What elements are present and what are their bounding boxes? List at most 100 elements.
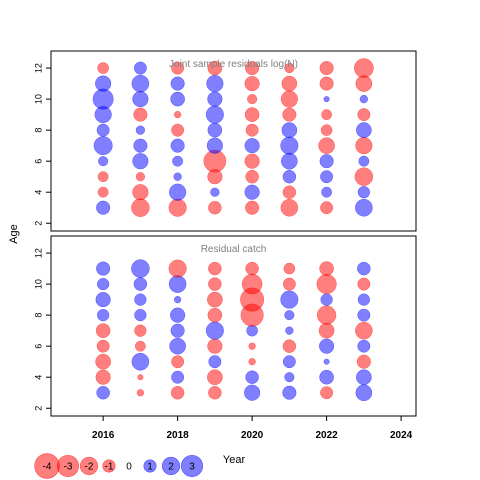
residual-bubble — [98, 156, 109, 167]
residual-bubble — [247, 94, 258, 105]
residual-bubble — [319, 61, 334, 76]
y-axis: 2 4 6 8 10 12 — [33, 63, 51, 226]
residual-bubble — [207, 291, 223, 308]
residual-bubble — [248, 342, 256, 350]
legend-label: 1 — [147, 462, 153, 473]
residual-bubble — [92, 88, 114, 110]
residual-bubble — [93, 136, 113, 156]
residual-bubble — [131, 259, 150, 278]
legend-label: -1 — [105, 462, 114, 473]
panel-title: Joint sample residuals log(N) — [169, 59, 298, 70]
residual-bubble — [96, 339, 110, 353]
residual-bubble — [357, 308, 371, 322]
legend-bubble — [143, 459, 157, 473]
residual-bubble — [136, 389, 145, 397]
residual-bubble — [244, 384, 261, 401]
residual-bubble — [132, 153, 149, 170]
residual-bubble — [244, 138, 260, 154]
residual-bubble — [320, 170, 334, 184]
y-tick-label: 4 — [33, 190, 43, 195]
residual-bubble — [133, 107, 148, 122]
legend-label: -4 — [43, 462, 52, 473]
legend-bubble — [56, 454, 80, 478]
residual-bubble — [208, 261, 222, 276]
residual-bubble — [245, 261, 259, 276]
residual-bubble — [210, 187, 220, 197]
residual-bubble — [95, 323, 111, 338]
y-tick-label: 12 — [33, 63, 43, 73]
residual-bubble — [207, 307, 223, 323]
x-tick-label: 2022 — [315, 430, 338, 441]
residual-bubble — [97, 186, 109, 198]
residual-bubble — [207, 369, 223, 386]
residual-bubble — [282, 385, 297, 400]
residual-bubble — [134, 293, 147, 306]
residual-bubble — [358, 155, 370, 167]
residual-bubble — [282, 277, 296, 291]
residual-bubble — [282, 355, 296, 369]
residual-bubble — [357, 293, 370, 306]
residual-bubble — [359, 94, 369, 104]
residual-bubble — [241, 273, 263, 295]
residual-bubble — [355, 321, 373, 340]
residual-bubble — [244, 76, 260, 92]
legend-item: -3 — [56, 454, 80, 478]
residual-bubble — [131, 74, 150, 93]
residual-bubble — [321, 186, 333, 198]
residual-bubble — [207, 122, 223, 138]
legend-item: 0 — [126, 462, 132, 473]
residual-bubble — [133, 138, 148, 153]
residual-bubble — [319, 369, 334, 385]
bubble-series — [92, 58, 374, 217]
residual-bubble — [171, 123, 185, 137]
residual-bubble — [281, 75, 298, 92]
residual-bubble — [282, 107, 297, 122]
residual-bubble — [245, 169, 259, 184]
residual-bubble — [281, 152, 298, 170]
x-tick-label: 2018 — [167, 430, 190, 441]
residual-bubble — [356, 369, 372, 386]
bubble-series — [95, 259, 373, 402]
residual-bubble — [95, 353, 111, 370]
x-tick-label: 2020 — [241, 430, 264, 441]
legend-item: -2 — [79, 456, 99, 476]
residual-bubble — [206, 137, 223, 154]
residual-bubble — [95, 75, 112, 92]
legend-bubble — [79, 456, 99, 476]
residual-bubble — [134, 324, 147, 337]
residual-bubble — [208, 355, 222, 369]
residual-bubble — [137, 374, 144, 381]
residual-bubble — [96, 385, 110, 400]
residual-bubble — [354, 167, 374, 186]
residual-bubble — [281, 122, 298, 138]
y-tick-label: 4 — [33, 375, 43, 380]
residual-bubble — [134, 340, 146, 352]
residual-bubble — [96, 261, 111, 276]
y-tick-label: 10 — [33, 279, 43, 289]
y-tick-label: 2 — [33, 406, 43, 411]
residual-bubble — [170, 138, 185, 153]
residual-bubble — [207, 60, 223, 76]
residual-bubble — [245, 200, 260, 215]
residual-bubble — [245, 370, 259, 384]
legend-bubble — [161, 456, 181, 476]
residual-bubble — [170, 76, 185, 91]
residual-bubble — [282, 185, 297, 199]
residual-bubble — [320, 124, 333, 136]
residual-bubble — [97, 309, 110, 322]
y-tick-label: 12 — [33, 248, 43, 258]
residual-bubble — [97, 171, 109, 183]
legend-label: 2 — [168, 462, 174, 473]
residual-bubble — [171, 370, 185, 384]
residual-bubble — [207, 91, 223, 107]
residual-bubble — [244, 107, 260, 122]
y-tick-label: 6 — [33, 159, 43, 164]
residual-bubble — [173, 110, 182, 119]
residual-bubble — [356, 122, 372, 138]
x-axis: 2016 2018 2020 2022 2024 — [92, 416, 413, 441]
legend-label: -2 — [85, 462, 94, 473]
residual-bubble — [170, 323, 185, 338]
residual-bubble — [173, 295, 182, 304]
residual-bubble — [208, 385, 222, 400]
